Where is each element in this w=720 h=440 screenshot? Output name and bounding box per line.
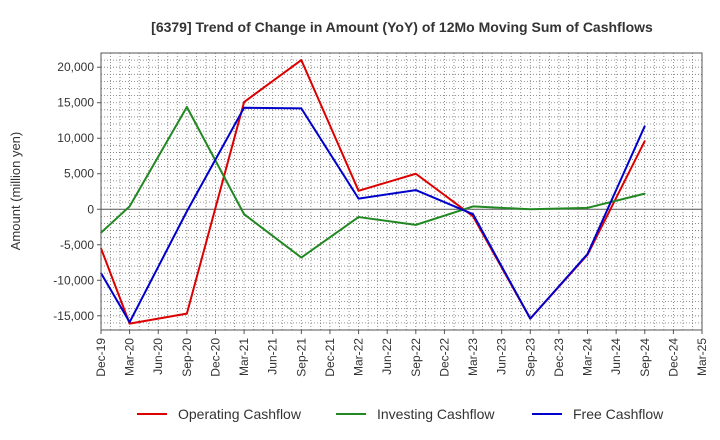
investing-cashflow-point — [586, 207, 589, 209]
x-tick-label: Jun-23 — [495, 338, 509, 375]
free-cashflow-point — [472, 213, 474, 216]
operating-cashflow-point — [128, 322, 131, 325]
plot-frame — [100, 52, 703, 331]
investing-cashflow-line — [100, 105, 646, 259]
investing-cashflow-point — [529, 208, 532, 211]
free-cashflow-point — [128, 321, 131, 323]
x-tick-label: Dec-19 — [94, 338, 108, 377]
operating-cashflow-point — [300, 59, 303, 61]
free-cashflow-point — [300, 107, 303, 110]
operating-cashflow-point — [186, 312, 188, 315]
free-cashflow-point — [586, 253, 589, 255]
x-tick-label: Sep-24 — [638, 338, 652, 377]
x-tick-label: Mar-22 — [352, 338, 366, 376]
x-tick-label: Sep-23 — [523, 338, 537, 377]
y-tick-label: -5,000 — [60, 238, 94, 252]
x-tick-label: Jun-20 — [151, 338, 165, 375]
x-tick-label: Sep-20 — [180, 338, 194, 377]
legend-label-free-cashflow: Free Cashflow — [573, 406, 664, 422]
chart-title: [6379] Trend of Change in Amount (YoY) o… — [151, 19, 653, 35]
operating-cashflow-point — [415, 172, 417, 175]
x-tick-label: Mar-25 — [695, 338, 709, 376]
y-axis-ticks: 20,000 15,000 10,000 5,000 0 -5,000 -10,000 -15… — [53, 60, 101, 323]
legend: Operating Cashflow Investing Cashflow Free… — [137, 406, 664, 422]
operating-cashflow-point — [243, 101, 245, 103]
y-tick-label: -10,000 — [53, 273, 94, 287]
grid — [101, 53, 702, 330]
operating-cashflow-line — [100, 59, 646, 325]
x-axis-ticks: Dec-19 Mar-20 Jun-20 Sep-20 Dec-20 Mar-21 Jun-… — [94, 330, 709, 377]
x-tick-label: Sep-21 — [294, 338, 308, 377]
x-tick-label: Jun-21 — [266, 338, 280, 375]
y-axis-title: Amount (million yen) — [8, 132, 23, 251]
free-cashflow-point — [643, 125, 646, 127]
investing-cashflow-point — [300, 256, 303, 259]
free-cashflow-point — [243, 106, 245, 109]
series-group — [100, 59, 646, 325]
x-tick-label: Sep-22 — [409, 338, 423, 377]
free-cashflow-point — [529, 317, 532, 320]
free-cashflow-line — [100, 106, 646, 324]
free-cashflow-point — [357, 197, 360, 200]
investing-cashflow-point — [415, 224, 417, 226]
free-cashflow-point — [186, 210, 188, 213]
x-tick-label: Mar-24 — [581, 338, 595, 376]
operating-cashflow-point — [357, 189, 360, 192]
investing-cashflow-point — [243, 213, 245, 216]
investing-cashflow-point — [128, 205, 131, 208]
x-tick-label: Jun-22 — [380, 338, 394, 375]
x-tick-label: Dec-23 — [552, 338, 566, 377]
operating-cashflow-point — [643, 140, 646, 142]
investing-cashflow-point — [357, 216, 360, 218]
y-tick-label: -15,000 — [53, 309, 94, 323]
investing-cashflow-point — [472, 205, 474, 208]
x-tick-label: Dec-21 — [323, 338, 337, 377]
investing-cashflow-point — [186, 106, 188, 108]
x-tick-label: Mar-20 — [123, 338, 137, 376]
x-tick-label: Mar-23 — [466, 338, 480, 376]
x-tick-label: Dec-20 — [208, 338, 222, 377]
x-tick-label: Dec-22 — [437, 338, 451, 377]
y-tick-label: 10,000 — [57, 131, 94, 145]
y-tick-label: 0 — [87, 202, 94, 216]
x-tick-label: Jun-24 — [609, 338, 623, 375]
legend-label-operating-cashflow: Operating Cashflow — [178, 406, 302, 422]
legend-label-investing-cashflow: Investing Cashflow — [377, 406, 495, 422]
free-cashflow-point — [415, 189, 417, 191]
y-tick-label: 15,000 — [57, 96, 94, 110]
y-tick-label: 20,000 — [57, 60, 94, 74]
x-tick-label: Dec-24 — [666, 338, 680, 377]
investing-cashflow-point — [643, 192, 646, 195]
y-tick-label: 5,000 — [64, 167, 94, 181]
x-tick-label: Mar-21 — [237, 338, 251, 376]
